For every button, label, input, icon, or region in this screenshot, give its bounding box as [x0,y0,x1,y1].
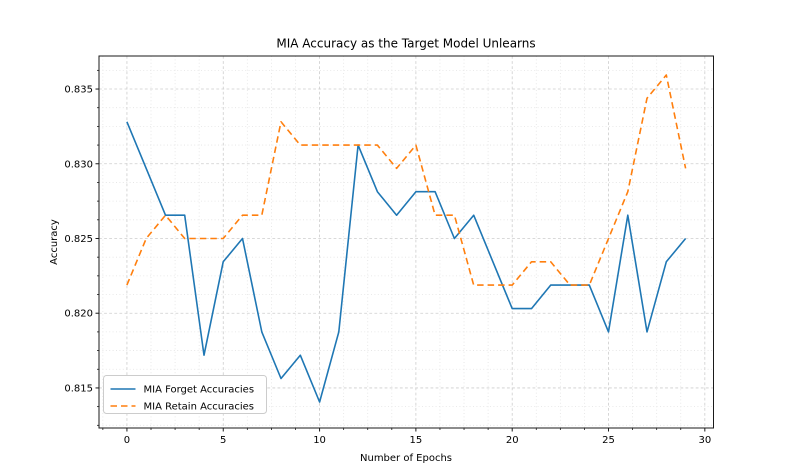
x-tick-label: 0 [124,435,130,446]
legend: MIA Forget Accuracies MIA Retain Accuraci… [103,375,267,414]
chart-title: MIA Accuracy as the Target Model Unlearn… [276,37,535,51]
y-tick-label: 0.830 [64,159,93,170]
legend-item-label: MIA Retain Accuracies [144,402,254,413]
y-axis-label: Accuracy [49,219,60,265]
y-tick-label: 0.825 [64,234,93,245]
x-axis-label: Number of Epochs [360,453,452,464]
grid-layer [99,56,714,428]
y-tick-label: 0.820 [64,309,93,320]
x-tick-label: 15 [410,435,423,446]
x-tick-label: 30 [698,435,711,446]
x-tick-label: 10 [313,435,326,446]
legend-box [103,375,267,414]
y-tick-label: 0.815 [64,383,93,394]
axes-layer: 0 5 10 15 20 25 30 0.815 0.820 0.825 0.830 0.835 [64,55,714,446]
x-tick-label: 25 [602,435,615,446]
forget-accuracy-line [126,121,687,403]
x-tick-label: 5 [220,435,226,446]
legend-item-label: MIA Forget Accuracies [144,385,255,396]
x-tick-label: 20 [506,435,519,446]
retain-accuracy-line [126,74,687,286]
plot-border [98,55,714,429]
y-tick-label: 0.835 [64,85,93,96]
series-layer [126,74,687,403]
